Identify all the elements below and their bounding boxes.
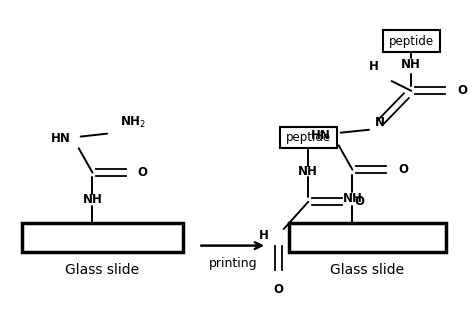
Text: HN: HN [51, 132, 71, 145]
Bar [280, 127, 337, 148]
Text: O: O [457, 84, 467, 97]
Text: printing: printing [209, 257, 257, 270]
Text: N: N [375, 117, 385, 129]
Bar [383, 31, 440, 52]
Bar [289, 223, 446, 252]
Text: NH: NH [401, 58, 421, 71]
Text: O: O [355, 195, 365, 208]
Text: peptide: peptide [389, 35, 434, 48]
Text: H: H [259, 229, 269, 242]
Text: H: H [369, 60, 379, 73]
Text: O: O [399, 163, 409, 176]
Text: Glass slide: Glass slide [330, 263, 404, 277]
Text: O: O [274, 283, 284, 295]
Text: NH$_2$: NH$_2$ [120, 115, 146, 130]
Text: Glass slide: Glass slide [65, 263, 139, 277]
Text: O: O [137, 166, 147, 179]
Text: NH: NH [342, 192, 362, 205]
Text: NH: NH [82, 193, 102, 206]
Text: NH: NH [298, 165, 318, 178]
Text: peptide: peptide [286, 131, 331, 144]
Bar [22, 223, 182, 252]
Text: HN: HN [311, 129, 331, 142]
